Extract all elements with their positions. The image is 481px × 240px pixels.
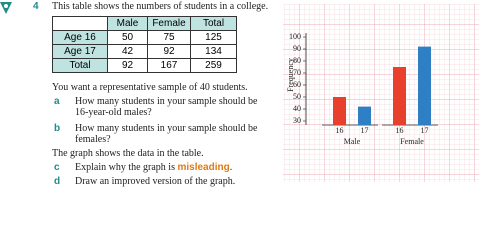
row-label: Age 17: [52, 44, 108, 59]
highlight: misleading: [177, 162, 230, 173]
part-text: How many students in your sample should …: [75, 96, 258, 118]
header: Male: [107, 16, 148, 31]
y-tick-label: 70: [293, 68, 301, 77]
cell: 42: [107, 44, 148, 59]
x-tick-label: 17: [421, 126, 429, 135]
group-label: Female: [400, 137, 424, 146]
header: Total: [190, 16, 237, 31]
part-label: b: [54, 123, 61, 134]
row-label: Age 16: [52, 30, 108, 45]
text: .: [229, 162, 233, 173]
header: Female: [147, 16, 191, 31]
y-tick-label: 50: [293, 92, 301, 101]
group-label: Male: [344, 137, 361, 146]
y-tick-label: 40: [293, 104, 301, 113]
graph-intro: The graph shows the data in the table.: [52, 148, 204, 159]
sample-text: You want a representative sample of 40 s…: [52, 82, 248, 93]
part-text: Draw an improved version of the graph.: [75, 176, 236, 187]
cell: 167: [147, 58, 191, 73]
x-tick-label: 16: [396, 126, 404, 135]
cell: 134: [190, 44, 237, 59]
bar: [393, 67, 406, 125]
x-tick-label: 16: [336, 126, 344, 135]
y-axis-label: Frequency: [286, 58, 295, 92]
data-table: Male Female Total Age 16 50 75 125 Age 17 42 92…: [52, 16, 237, 73]
text: Explain why the graph is: [75, 162, 175, 173]
part-text: Explain why the graph is misleading.: [75, 162, 232, 173]
part-text: How many students in your sample should …: [75, 123, 258, 145]
y-tick-label: 30: [293, 116, 301, 125]
cell: 259: [190, 58, 237, 73]
bar: [418, 46, 431, 125]
cell: 50: [107, 30, 148, 45]
row-label: Total: [52, 58, 108, 73]
marker-dot: [4, 4, 8, 8]
bar: [358, 106, 371, 125]
graph-paper: [283, 4, 479, 182]
question-number: 4: [33, 1, 39, 12]
cell: 75: [147, 30, 191, 45]
y-tick-label: 80: [293, 56, 301, 65]
part-label: d: [54, 176, 61, 187]
part-label: c: [54, 162, 60, 173]
intro: This table shows the numbers of students…: [52, 1, 269, 12]
x-tick-label: 17: [361, 126, 369, 135]
y-tick-label: 60: [293, 80, 301, 89]
part-label: a: [54, 96, 60, 107]
cell: 92: [147, 44, 191, 59]
y-tick-label: 90: [293, 44, 301, 53]
cell: 125: [190, 30, 237, 45]
bar: [333, 97, 346, 125]
page: Frequency 30 40 50 60 70 80 90 100 16 17 Male 16 17 F…: [0, 0, 481, 187]
cell: 92: [107, 58, 148, 73]
y-tick-label: 100: [289, 32, 301, 41]
